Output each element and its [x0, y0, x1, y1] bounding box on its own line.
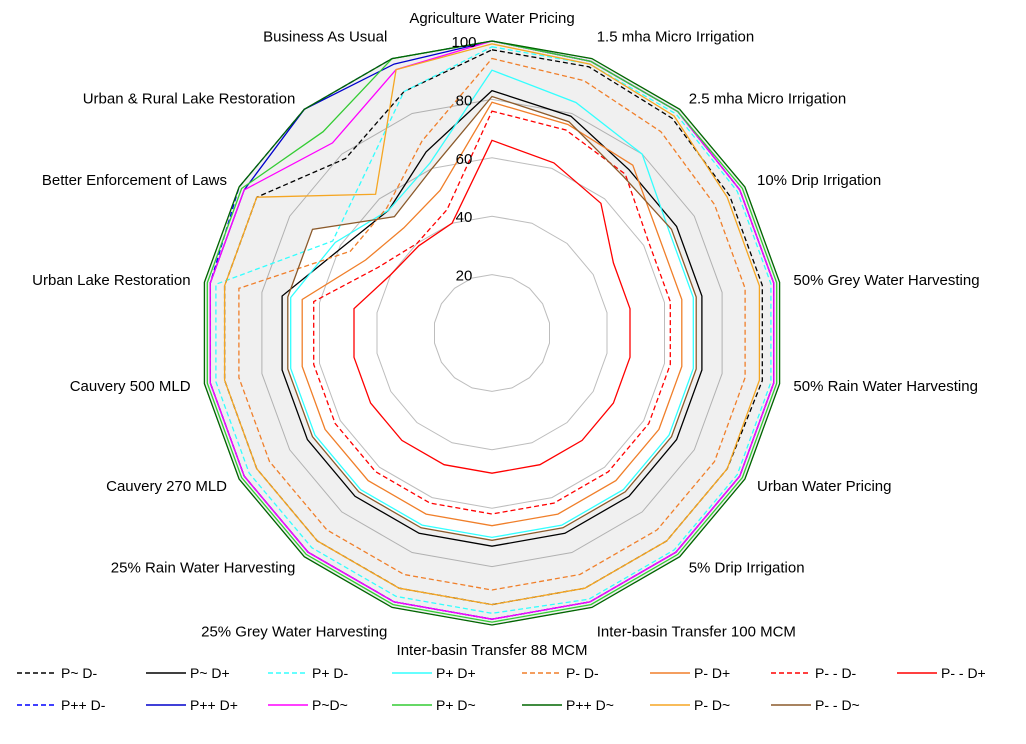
category-label-1: 1.5 mha Micro Irrigation	[597, 29, 755, 46]
series-line-6	[313, 110, 671, 515]
range-band	[204, 41, 780, 625]
legend-label: P++ D+	[190, 697, 238, 713]
series-line-12	[203, 40, 781, 626]
tick-label-40: 40	[456, 209, 473, 226]
series-line-10	[209, 40, 775, 620]
legend-item-6: P- - D-	[771, 665, 857, 681]
legend-item-10: P~D~	[268, 697, 348, 713]
legend-label: P- - D~	[815, 697, 860, 713]
legend-item-13: P- D~	[650, 697, 730, 713]
series-lines	[203, 40, 781, 626]
series-line-5	[301, 101, 683, 527]
series-line-4	[238, 57, 746, 591]
legend-label: P+ D-	[312, 665, 349, 681]
legend-label: P- D-	[566, 665, 599, 681]
grid-ring	[319, 157, 665, 509]
legend-label: P~ D-	[61, 665, 98, 681]
legend-label: P~ D+	[190, 665, 230, 681]
legend-item-0: P~ D-	[17, 665, 98, 681]
legend-item-8: P++ D-	[17, 697, 106, 713]
category-label-10: 25% Grey Water Harvesting	[201, 624, 387, 641]
legend-item-9: P++ D+	[146, 697, 238, 713]
legend-item-1: P~ D+	[146, 665, 230, 681]
tick-label-20: 20	[456, 268, 473, 285]
category-label-5: 50% Rain Water Harvesting	[793, 378, 978, 395]
legend-item-11: P+ D~	[392, 697, 476, 713]
category-label-11: 25% Rain Water Harvesting	[111, 559, 296, 576]
category-label-9: Inter-basin Transfer 88 MCM	[397, 642, 588, 659]
category-label-17: Business As Usual	[263, 29, 387, 46]
legend-label: P- D+	[694, 665, 730, 681]
series-line-11	[206, 40, 778, 623]
category-label-7: 5% Drip Irrigation	[689, 559, 805, 576]
series-line-7	[353, 139, 631, 474]
legend-item-4: P- D-	[522, 665, 599, 681]
category-label-13: Cauvery 500 MLD	[70, 378, 191, 395]
tick-label-80: 80	[456, 92, 473, 109]
series-line-3	[290, 69, 694, 539]
series-line-1	[281, 89, 703, 547]
legend-item-3: P+ D+	[392, 665, 476, 681]
band-area	[204, 41, 780, 625]
category-label-4: 50% Grey Water Harvesting	[793, 272, 979, 289]
legend-item-5: P- D+	[650, 665, 730, 681]
category-label-6: Urban Water Pricing	[757, 478, 892, 495]
grid-ring	[261, 98, 723, 568]
category-label-3: 10% Drip Irrigation	[757, 172, 881, 189]
category-label-15: Better Enforcement of Laws	[42, 172, 227, 189]
legend-label: P~D~	[312, 697, 348, 713]
category-label-2: 2.5 mha Micro Irrigation	[689, 91, 847, 108]
grid-ring	[376, 215, 608, 451]
legend-label: P- - D-	[815, 665, 857, 681]
category-label-0: Agriculture Water Pricing	[409, 10, 574, 27]
series-line-14	[287, 95, 697, 541]
series-line-13	[223, 43, 761, 606]
legend: P~ D- P~ D+ P+ D- P+ D+ P- D- P- D+ P- - D- P- …	[17, 665, 986, 713]
tick-label-60: 60	[456, 151, 473, 168]
legend-label: P+ D~	[436, 697, 476, 713]
series-line-2	[215, 46, 772, 614]
legend-item-2: P+ D-	[268, 665, 349, 681]
category-label-16: Urban & Rural Lake Restoration	[83, 91, 296, 108]
legend-label: P+ D+	[436, 665, 476, 681]
category-label-12: Cauvery 270 MLD	[106, 478, 227, 495]
legend-label: P- - D+	[941, 665, 986, 681]
grid-ring	[434, 274, 550, 392]
legend-label: P++ D-	[61, 697, 106, 713]
legend-item-14: P- - D~	[771, 697, 860, 713]
category-labels: Agriculture Water Pricing 1.5 mha Micro I…	[32, 10, 979, 659]
legend-label: P++ D~	[566, 697, 614, 713]
legend-item-12: P++ D~	[522, 697, 614, 713]
legend-item-7: P- - D+	[897, 665, 986, 681]
category-label-14: Urban Lake Restoration	[32, 272, 190, 289]
legend-label: P- D~	[694, 697, 730, 713]
tick-label-100: 100	[451, 34, 476, 51]
radial-tick-labels: 20 40 60 80 100	[451, 34, 476, 285]
category-label-8: Inter-basin Transfer 100 MCM	[597, 624, 796, 641]
